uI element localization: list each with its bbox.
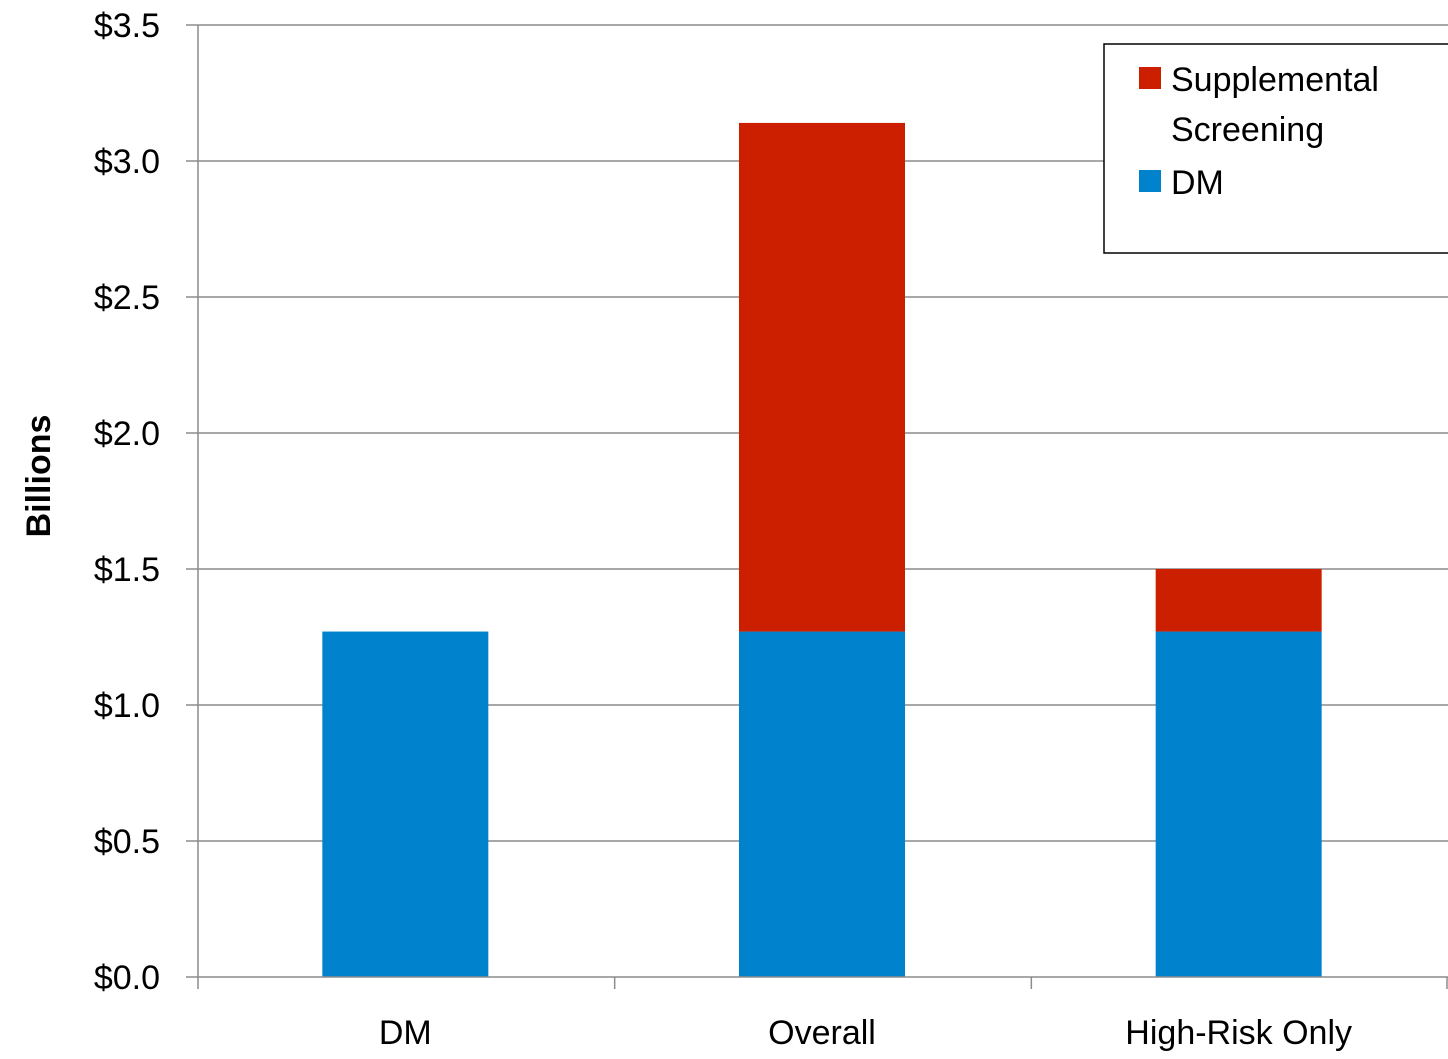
legend-swatch (1139, 170, 1161, 192)
bar-supplemental-screening (1155, 569, 1322, 632)
y-tick-label: $2.0 (94, 415, 160, 453)
y-tick-label: $3.0 (94, 143, 160, 181)
y-tick-label: $0.5 (94, 823, 160, 861)
legend-label: Supplemental (1171, 61, 1379, 99)
y-axis-title: Billions (20, 415, 58, 538)
axes: $0.0 $0.5 $1.0 $1.5 $2.0 $2.5 $3.0 $3.5 DM Overal… (94, 7, 1448, 1052)
x-category-label: DM (379, 1014, 432, 1052)
bar-dm (739, 631, 905, 977)
legend: Supplemental Screening DM (1103, 43, 1448, 254)
y-tick-label: $1.0 (94, 687, 160, 725)
legend-swatch (1139, 67, 1161, 89)
bar-supplemental-screening (739, 122, 905, 632)
bar-dm (1155, 631, 1322, 977)
y-tick-label: $3.5 (94, 7, 160, 45)
legend-label: Screening (1171, 111, 1324, 149)
legend-label: DM (1171, 164, 1224, 202)
bar-dm (322, 631, 489, 977)
x-category-label: Overall (768, 1014, 876, 1052)
x-category-label: High-Risk Only (1125, 1014, 1352, 1052)
y-tick-label: $1.5 (94, 551, 160, 589)
y-tick-label: $0.0 (94, 959, 160, 997)
legend-box (1103, 43, 1448, 254)
bars (322, 122, 1322, 977)
y-tick-label: $2.5 (94, 279, 160, 317)
